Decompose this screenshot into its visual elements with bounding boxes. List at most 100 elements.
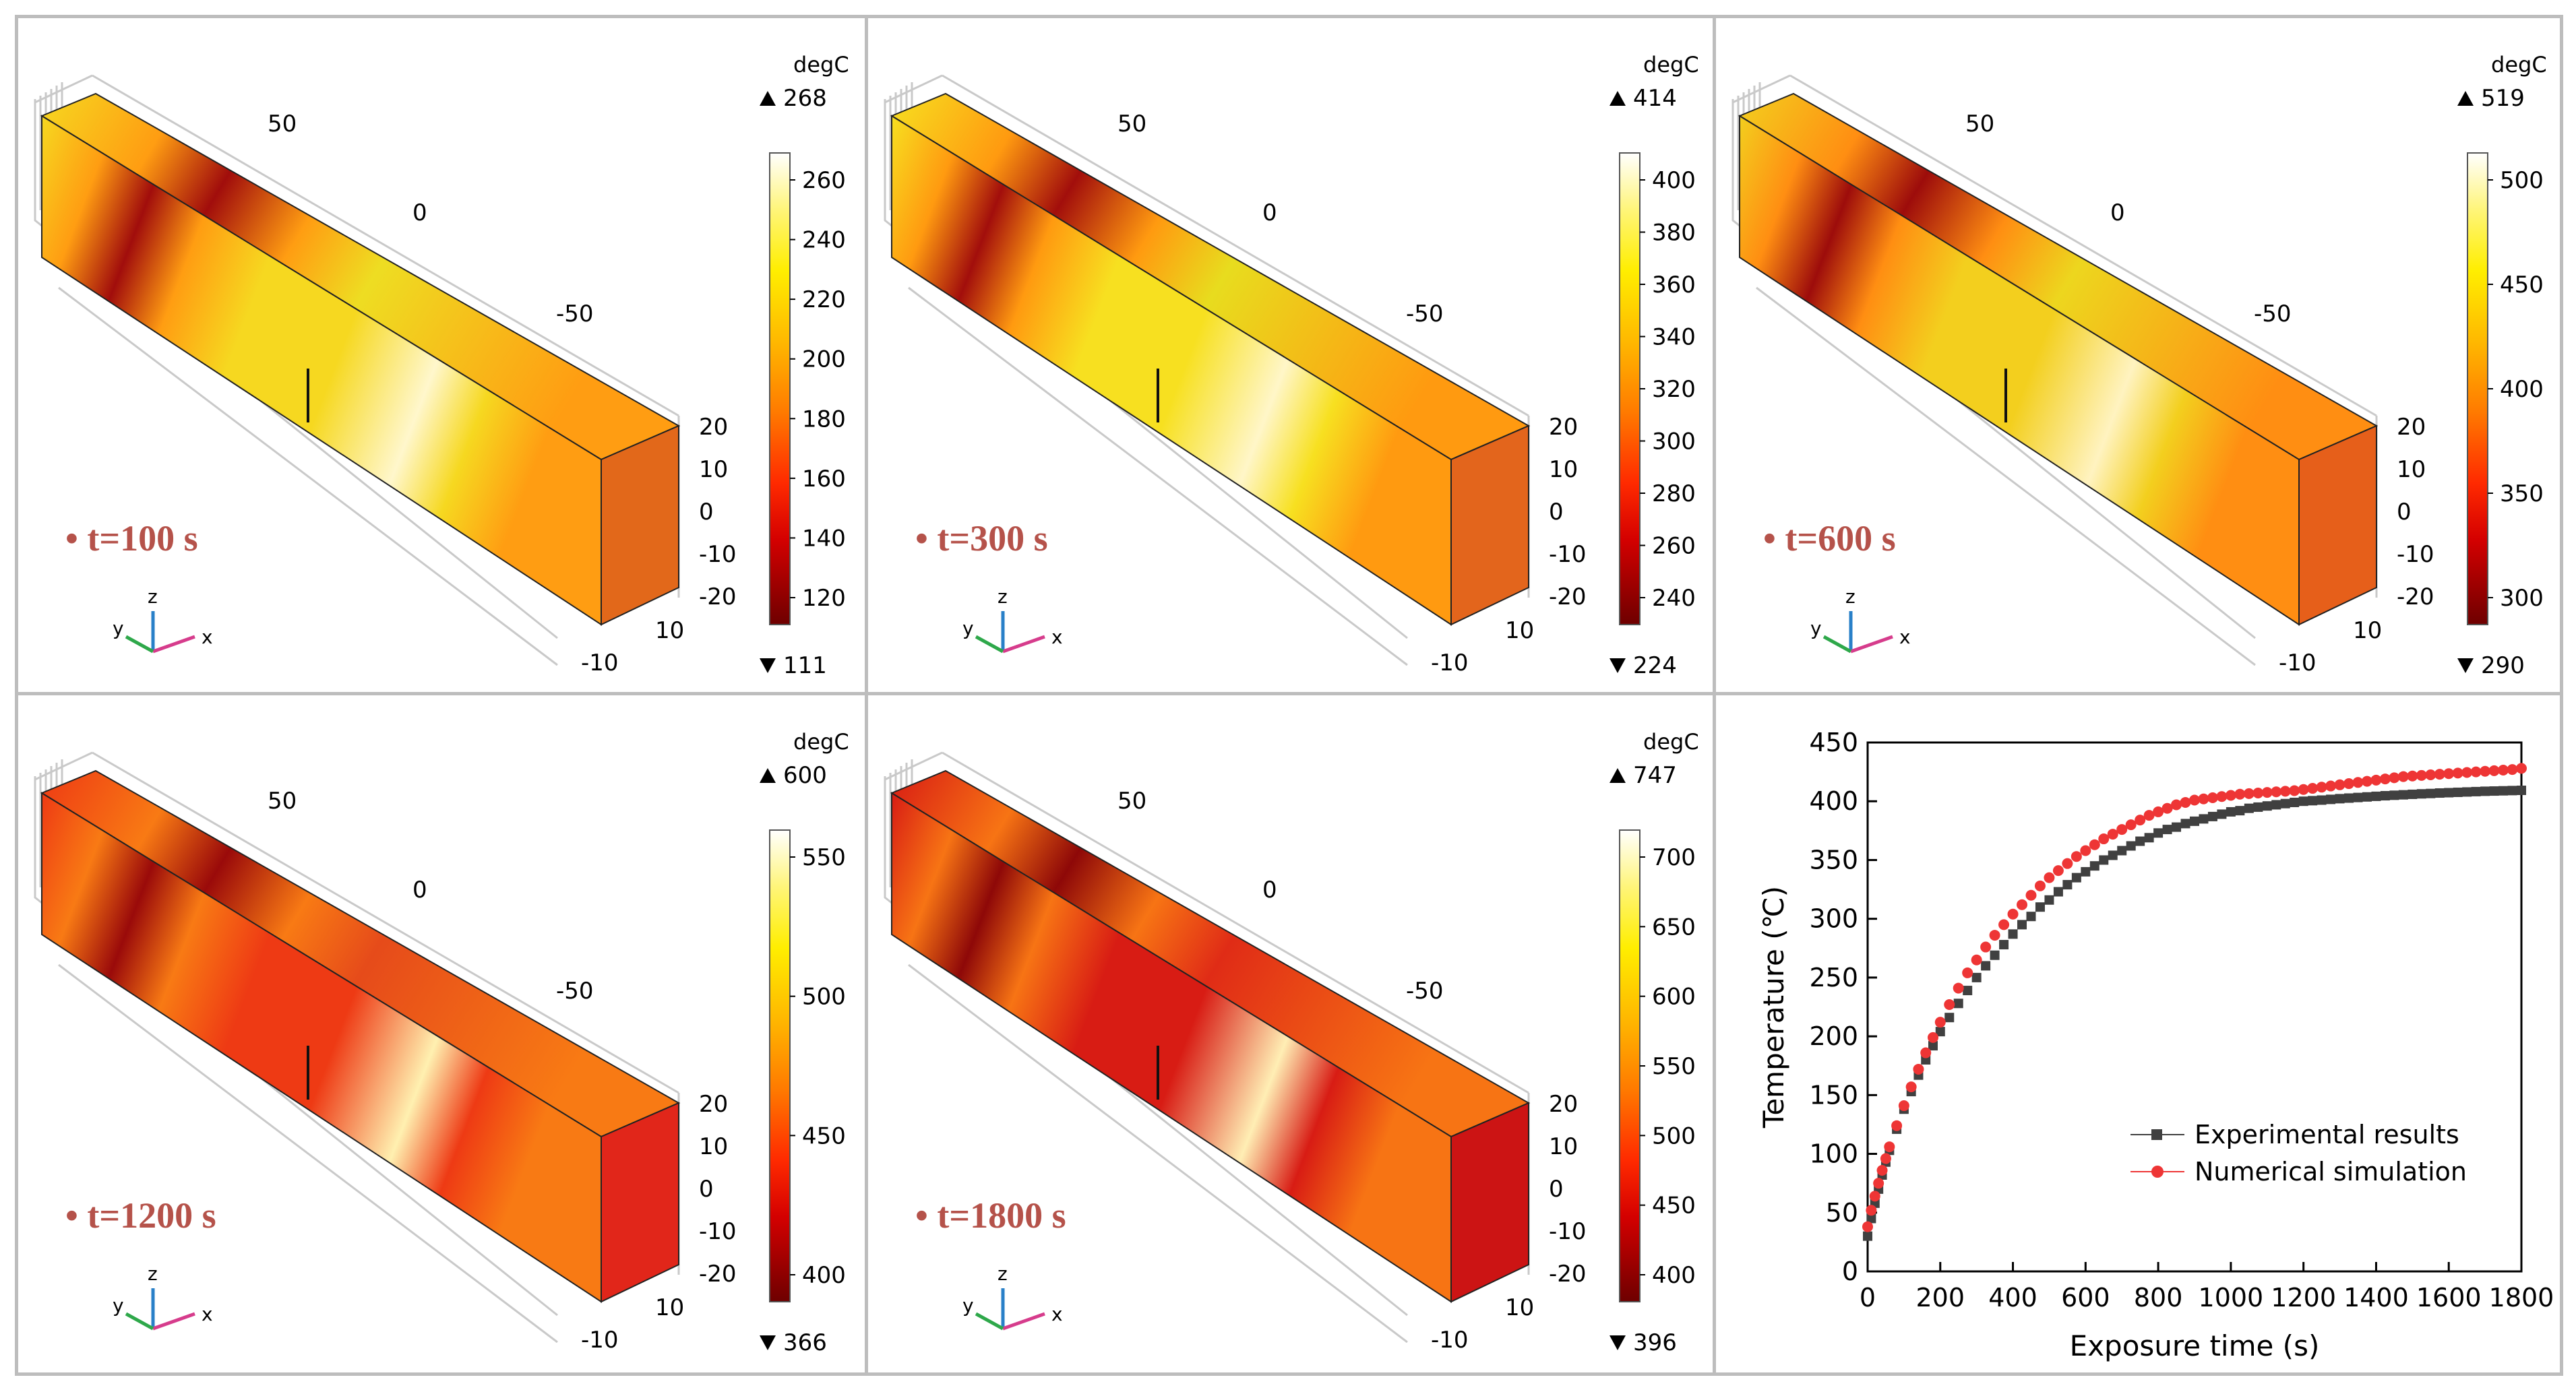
triad-y-arrow [975,1312,1004,1331]
y-tick-label: 250 [1809,963,1858,992]
axis-tick-label: 0 [412,877,427,904]
axis-tick-label: 50 [268,788,297,815]
axis-tick-label: -10 [1431,650,1469,676]
data-point [2071,851,2082,862]
min-marker-icon [1609,1335,1626,1350]
axis-tick-label: 0 [699,1176,714,1203]
frame-line [92,74,679,417]
data-point [2261,787,2273,798]
data-point [1863,1231,1872,1241]
colorbar-tick-label: 240 [802,227,846,254]
temperature-chart: 0 200 400 600 800 1000 1200 1400 1600 1800 0 50 100 1… [1757,728,2554,1362]
axis-tick-label: -10 [699,1218,737,1245]
colorbar [769,829,791,1302]
data-point [2361,776,2372,787]
triad-y-label: y [1810,617,1822,639]
data-point [2153,806,2164,817]
max-marker-icon [2457,91,2474,106]
data-point [2480,765,2491,777]
axis-tick-label: 20 [699,1091,728,1118]
y-tick-label: 0 [1842,1257,1858,1286]
data-point [2243,788,2255,799]
data-point [2271,800,2281,810]
colorbar-tick-label: 220 [802,286,846,313]
colorbar-min: 224 [1633,652,1677,679]
panel-t1200: 50 0 -50 20 10 0 -10 -20 10 -10 z x y • t=1200 s degC 6… [15,692,868,1376]
data-point [2271,786,2282,798]
axis-tick-label: -10 [2279,650,2317,676]
panel-chart: 0 200 400 600 800 1000 1200 1400 1600 1800 0 50 100 1… [1713,692,2563,1376]
x-tick-label: 1200 [2271,1283,2336,1312]
data-point [2053,887,2063,897]
data-point [2044,872,2055,883]
data-point [2007,908,2019,920]
data-point [1869,1191,1880,1202]
data-point [2189,794,2200,806]
data-point [2362,792,2372,802]
y-tick-label: 150 [1809,1080,1858,1110]
plot-area [1866,741,2523,1273]
triad-z-label: z [998,586,1008,608]
data-point [2125,819,2137,831]
data-point [2517,785,2526,795]
colorbar-tick-label: 260 [1652,533,1696,560]
frame-line [1756,286,2256,666]
data-point [2180,796,2191,808]
data-point [2397,771,2409,782]
data-point [2426,788,2436,798]
axis-tick-label: -10 [699,541,737,568]
axis-tick-label: 10 [2353,617,2382,644]
y-tick-label: 300 [1809,904,1858,934]
min-marker-icon [760,658,776,673]
data-point [1963,986,1973,996]
colorbar-tick-label: 550 [1652,1053,1696,1080]
data-point [2316,782,2327,793]
colorbar [769,152,791,625]
colorbar-tick-label: 550 [802,844,846,871]
data-point [2452,767,2463,779]
axis-tick-label: 10 [699,1133,728,1160]
data-point [2470,766,2482,778]
triad-z-label: z [1845,586,1856,608]
axis-tick-label: -50 [556,978,594,1005]
axis-tick-label: 10 [1549,1133,1578,1160]
legend-marker [2151,1129,2162,1140]
frame-line [58,963,558,1343]
data-point [2143,810,2155,821]
data-point [2389,772,2400,784]
axis-tick-label: -50 [1406,300,1444,327]
data-point [2080,845,2091,856]
data-point [2144,833,2154,843]
data-point [2226,806,2236,817]
data-point [1962,967,1973,978]
data-point [2298,784,2309,795]
colorbar-max: 600 [783,762,827,789]
data-point [2335,794,2345,804]
colorbar-tick-label: 180 [802,406,846,433]
axis-tick-label: 10 [1505,617,1534,644]
colorbar-tick-label: 300 [2500,585,2544,612]
colorbar-max: 414 [1633,85,1677,112]
data-point [2161,802,2173,814]
triad-y-arrow [125,1312,154,1331]
x-tick-label: 1400 [2343,1283,2409,1312]
data-point [1980,941,1992,953]
data-point [1989,930,2000,941]
frame-line [942,74,1529,417]
triad-y-arrow [125,635,154,654]
panel-svg: 50 0 -50 20 10 0 -10 -20 10 -10 z x y • t=100 s degC 26… [34,52,849,679]
triad-x-arrow [152,1312,195,1331]
y-tick-label: 50 [1826,1198,1858,1228]
triad-x-arrow [1002,635,1045,654]
colorbar-unit: degC [793,729,849,755]
colorbar-min: 111 [783,652,827,679]
data-point [1953,982,1964,994]
colorbar-unit: degC [793,52,849,77]
data-point [2379,773,2391,785]
axis-triad: z x y [962,1263,1063,1331]
axis-tick-label: -20 [1549,1261,1587,1288]
colorbar-tick-label: 500 [1652,1122,1696,1149]
data-point [2207,811,2217,821]
colorbar-unit: degC [2491,52,2547,77]
